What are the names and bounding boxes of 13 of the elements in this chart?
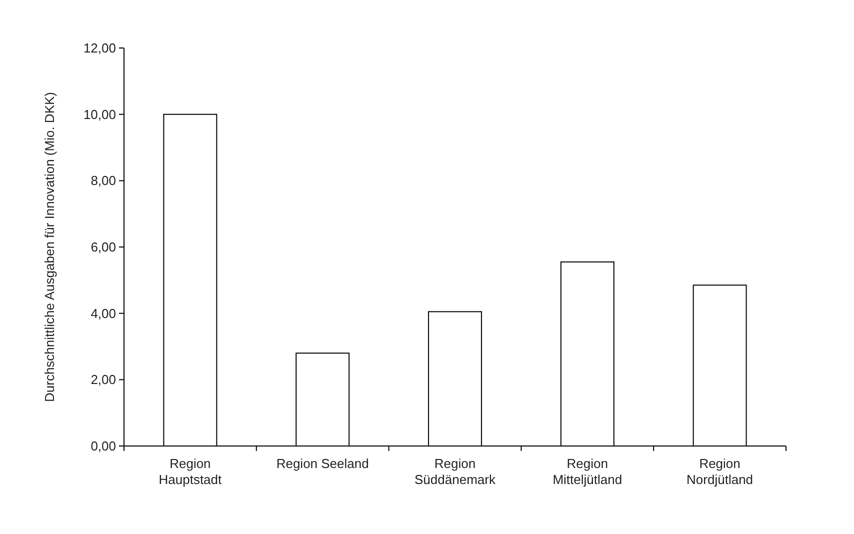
x-tick-label: Region Hauptstadt [158,456,222,487]
y-tick-label: 4,00 [90,306,116,321]
x-tick-label: Region Süddänemark [414,456,496,487]
y-tick-label: 12,00 [83,40,116,56]
y-tick-label: 8,00 [90,173,116,188]
y-axis-title: Durchschnittliche Ausgaben für Innovation (Mio. DKK) [42,92,57,402]
x-tick-label: Region Seeland [276,456,369,471]
y-tick-label: 0,00 [90,438,116,454]
x-tick-label: Region Nordjütland [686,456,754,487]
y-tick-label: 10,00 [83,106,116,122]
x-tick-label: Region Mitteljütland [552,456,622,487]
y-tick-label: 2,00 [90,372,116,388]
y-tick-label: 6,00 [90,240,116,255]
